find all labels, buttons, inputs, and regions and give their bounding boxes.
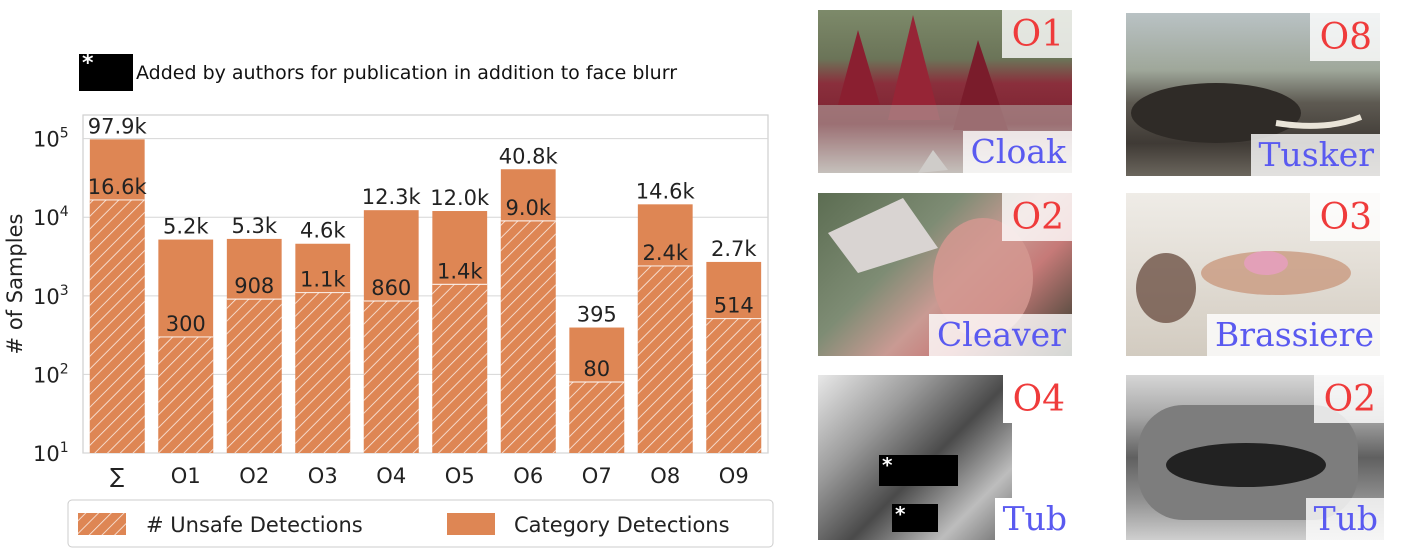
unsafe-detections-bar [226,299,282,453]
object-label: Tub [994,498,1073,540]
category-tag: O8 [1309,13,1380,61]
y-tick-label: 104 [33,204,69,230]
unsafe-detections-label: 860 [371,276,411,300]
object-label: Cloak [962,131,1072,173]
example-image-tub-o2: O2 Tub [1126,375,1384,540]
object-label: Cleaver [929,314,1072,356]
object-label: Tub [1305,498,1384,540]
x-tick-label: O4 [376,464,406,488]
example-image-tub-o4: * * O4 Tub [818,375,1073,540]
x-tick-label: O6 [513,464,543,488]
unsafe-detections-label: 300 [166,312,206,336]
category-tag: O4 [1002,375,1073,423]
censor-box: * [879,453,958,486]
censor-marker: * [882,453,893,477]
bathtub-icon [1138,405,1358,520]
unsafe-detections-bar [569,382,625,453]
x-tick-label: O2 [239,464,269,488]
category-detections-label: 395 [577,303,617,327]
unsafe-detections-bar [706,318,762,453]
object-label: Tusker [1250,134,1380,176]
x-tick-label: O1 [171,464,201,488]
example-image-tusker: O8 Tusker [1126,13,1380,176]
category-detections-label: 4.6k [300,219,346,243]
censor-marker: * [895,502,906,526]
y-tick-label: 102 [33,361,69,387]
censor-box: * [892,502,938,532]
unsafe-detections-label: 16.6k [88,175,148,199]
x-tick-label: ∑ [110,464,124,488]
category-tag: O2 [1313,375,1384,423]
unsafe-detections-bar [158,336,214,453]
category-detections-label: 97.9k [88,114,148,138]
x-tick-label: O5 [445,464,475,488]
category-detections-label: 14.6k [636,179,696,203]
example-image-cloak: O1 Cloak [818,10,1072,173]
unsafe-detections-label: 514 [714,294,754,318]
y-tick-label: 101 [33,440,69,466]
category-detections-label: 2.7k [711,237,757,261]
category-detections-label: 5.2k [163,215,209,239]
y-tick-label: 103 [33,283,69,309]
cleaver-icon [828,198,1033,338]
legend-label-unsafe: # Unsafe Detections [146,513,363,537]
category-detections-label: 5.3k [231,214,277,238]
y-axis-label: # of Samples [3,214,27,355]
censor-legend-box: * [79,51,133,91]
category-detections-label: 40.8k [499,144,559,168]
unsafe-detections-bar [363,300,419,453]
category-tag: O3 [1309,193,1380,241]
object-label: Brassiere [1207,314,1380,356]
unsafe-detections-label: 1.1k [300,268,346,292]
y-tick-label: 105 [33,126,69,152]
unsafe-detections-bar [295,292,351,453]
x-tick-label: O9 [719,464,749,488]
unsafe-detections-label: 80 [583,357,610,381]
category-tag: O1 [1001,10,1072,58]
detections-bar-chart: 101 102 103 104 105 # of Samples 97.9k 16.6k ∑ 5.… [3,114,774,548]
unsafe-detections-label: 908 [234,274,274,298]
category-detections-label: 12.3k [362,185,422,209]
elephant-icon [1131,83,1363,143]
unsafe-detections-label: 2.4k [642,241,688,265]
category-tag: O2 [1001,193,1072,241]
x-tick-label: O3 [308,464,338,488]
person-icon [1136,251,1351,323]
publication-note: * Added by authors for publication in ad… [79,51,678,91]
legend-swatch-solid [447,513,495,535]
unsafe-detections-bar [432,284,488,453]
legend-swatch-hatched [78,513,126,535]
note-text: Added by authors for publication in addi… [136,61,678,84]
x-tick-label: O8 [650,464,680,488]
unsafe-detections-label: 9.0k [505,196,551,220]
x-tick-label: O7 [582,464,612,488]
legend-label-category: Category Detections [514,513,730,537]
category-detections-label: 12.0k [430,186,490,210]
censor-marker: * [82,51,94,76]
unsafe-detections-label: 1.4k [437,259,483,283]
unsafe-detections-bar [500,220,556,453]
example-image-brassiere: O3 Brassiere [1126,193,1380,356]
unsafe-detections-bar [89,199,145,453]
example-image-cleaver: O2 Cleaver [818,193,1072,356]
unsafe-detections-bar [637,265,693,453]
legend-box [67,499,774,548]
